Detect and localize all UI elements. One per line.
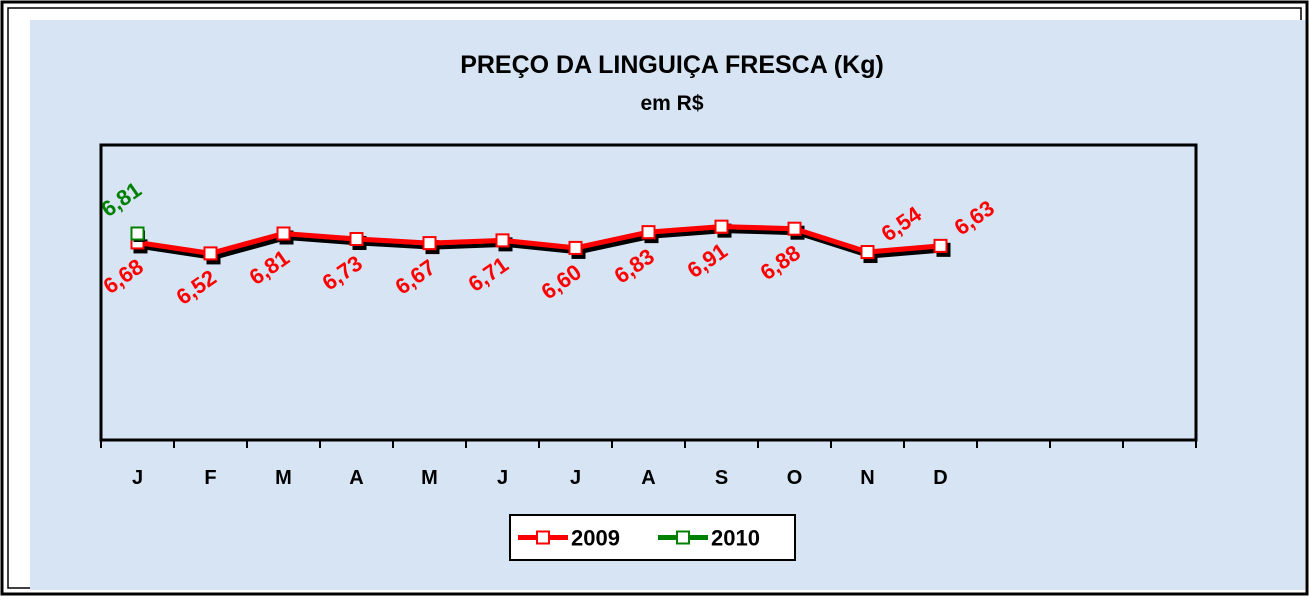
- series-line: [137, 224, 941, 256]
- x-tick-label: D: [933, 467, 947, 489]
- series: [130, 226, 145, 241]
- chart-subtitle: em R$: [640, 92, 703, 115]
- data-point: [130, 226, 145, 241]
- x-tick-label: M: [421, 467, 438, 489]
- x-tick-label: J: [132, 467, 143, 489]
- data-point: [787, 221, 802, 236]
- legend-label: 2009: [571, 526, 620, 551]
- x-tick-label: S: [715, 467, 728, 489]
- x-tick-label: M: [275, 467, 292, 489]
- x-tick-label: A: [349, 467, 363, 489]
- legend-label: 2010: [711, 526, 760, 551]
- data-point: [276, 226, 291, 241]
- plot-area: [99, 143, 1198, 442]
- data-point: [860, 245, 875, 260]
- x-tick-label: O: [787, 467, 803, 489]
- x-tick-label: J: [497, 467, 508, 489]
- data-point: [714, 219, 729, 234]
- data-point: [422, 236, 437, 251]
- data-point: [568, 240, 583, 255]
- chart-area: [30, 20, 1305, 590]
- data-point: [349, 231, 364, 246]
- data-point: [495, 233, 510, 248]
- legend-marker: [536, 530, 550, 545]
- x-tick-label: N: [860, 467, 874, 489]
- data-point: [203, 246, 218, 261]
- data-point: [641, 225, 656, 240]
- x-tick-label: F: [204, 467, 216, 489]
- series: [130, 219, 948, 261]
- x-tick-label: J: [570, 467, 581, 489]
- chart-title: PREÇO DA LINGUIÇA FRESCA (Kg): [460, 51, 884, 79]
- data-point: [933, 238, 948, 253]
- legend-marker: [676, 530, 690, 545]
- x-tick-label: A: [641, 467, 655, 489]
